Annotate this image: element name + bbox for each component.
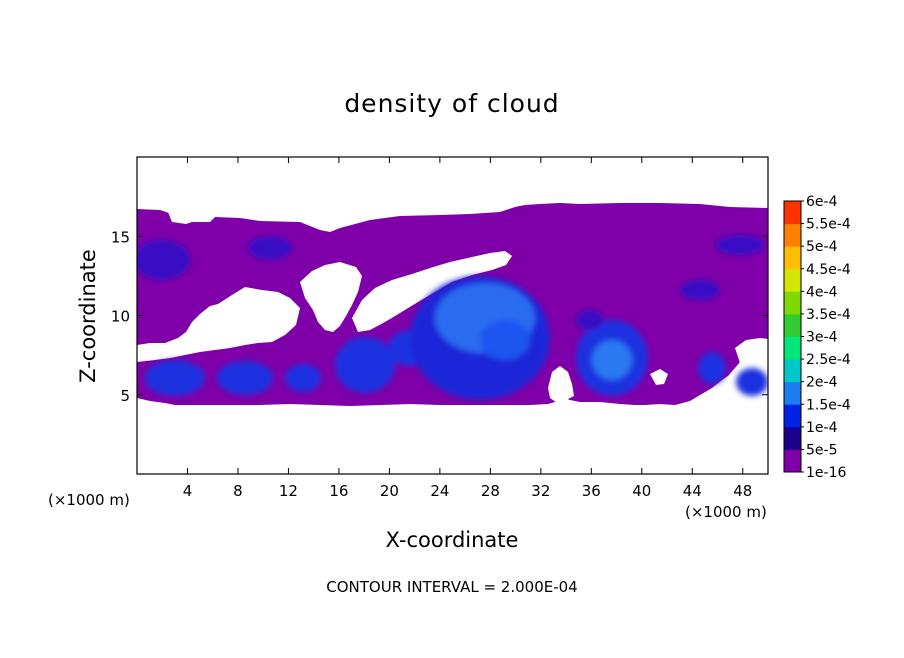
colorbar-label: 3e-4 [806,330,838,346]
colorbar-label: 6e-4 [806,194,838,210]
x-tick-label: 16 [329,482,348,500]
y-tick-label: 5 [120,387,130,405]
colorbar-label: 3.5e-4 [806,307,851,323]
colorbar: 1e-16 5e-5 1e-4 1.5e-4 2e-4 2.5e-4 3e-4 3.5e-4 4… [783,194,851,481]
x-tick-label: 12 [279,482,298,500]
colorbar-swatch [784,246,801,270]
x-tick-label: 24 [430,482,449,500]
x-tick-label: 48 [733,482,752,500]
y-axis-unit: (×1000 m) [48,491,130,509]
cloud-cores [137,235,768,400]
cloud-density-field [137,157,768,474]
colorbar-label: 1.5e-4 [806,397,851,413]
x-tick-label: 40 [632,482,651,500]
contour-interval-note: CONTOUR INTERVAL = 2.000E-04 [326,578,577,596]
x-axis-label: X-coordinate [386,528,519,552]
chart-title: density of cloud [344,89,559,118]
colorbar-swatch [784,291,801,315]
x-axis-unit: (×1000 m) [685,503,767,521]
y-axis-label: Z-coordinate [76,249,100,383]
colorbar-swatch [784,426,801,450]
y-tick-label: 15 [111,228,130,246]
cloud-free-gaps [137,212,768,402]
colorbar-swatch [784,336,801,360]
y-tick-label: 10 [111,308,130,326]
x-tick-label: 36 [582,482,601,500]
colorbar-label: 2.5e-4 [806,352,851,368]
colorbar-label: 5.5e-4 [806,217,851,233]
x-tick-label: 8 [233,482,243,500]
colorbar-label: 2e-4 [806,375,838,391]
colorbar-label: 1e-4 [806,420,838,436]
colorbar-swatch [784,449,801,473]
colorbar-label: 5e-4 [806,239,838,255]
colorbar-label: 4e-4 [806,284,838,300]
y-axis: 5 10 15 [111,228,768,405]
colorbar-label: 5e-5 [806,442,837,458]
x-tick-label: 4 [183,482,193,500]
colorbar-swatch [784,381,801,405]
colorbar-swatch [784,201,801,225]
colorbar-swatch [784,404,801,428]
x-tick-label: 32 [531,482,550,500]
x-tick-label: 44 [683,482,702,500]
colorbar-label: 4.5e-4 [806,262,851,278]
x-axis: 4 8 12 16 20 24 28 32 36 40 44 48 [183,157,752,500]
colorbar-label: 1e-16 [806,465,846,481]
colorbar-swatch [784,268,801,292]
x-tick-label: 20 [380,482,399,500]
x-tick-label: 28 [481,482,500,500]
colorbar-swatch [784,359,801,383]
colorbar-swatch [784,313,801,337]
colorbar-swatch [784,223,801,247]
